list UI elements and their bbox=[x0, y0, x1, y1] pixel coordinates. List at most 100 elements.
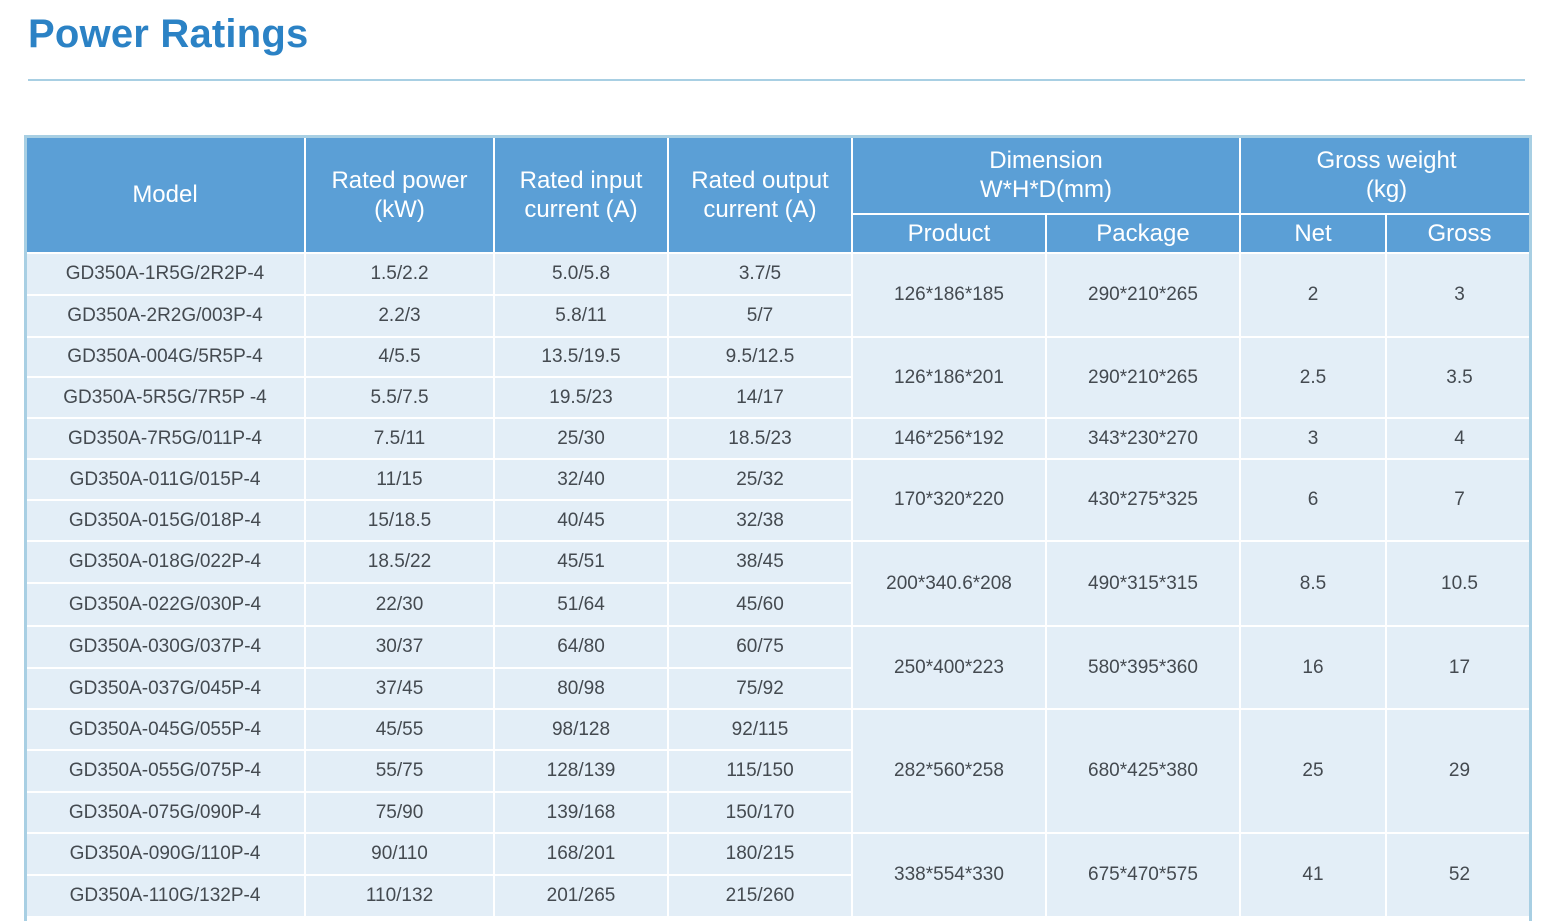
cell-product: 282*560*258 bbox=[851, 708, 1047, 834]
cell-power: 5.5/7.5 bbox=[304, 376, 495, 419]
cell-net: 16 bbox=[1239, 625, 1387, 710]
cell-output: 5/7 bbox=[667, 294, 853, 338]
cell-package: 490*315*315 bbox=[1045, 540, 1241, 627]
cell-input: 51/64 bbox=[493, 582, 669, 627]
cell-model: GD350A-7R5G/011P-4 bbox=[24, 417, 306, 460]
table-row: GD350A-090G/110P-4 90/110 168/201 180/21… bbox=[24, 832, 1534, 918]
table-row: GD350A-1R5G/2R2P-4 1.5/2.2 5.0/5.8 3.7/5… bbox=[24, 252, 1534, 338]
cell-input: 168/201 bbox=[493, 832, 669, 876]
cell-model: GD350A-018G/022P-4 bbox=[24, 540, 306, 584]
cell-power: 75/90 bbox=[304, 791, 495, 834]
cell-input: 64/80 bbox=[493, 625, 669, 669]
header-gross: Gross bbox=[1385, 213, 1534, 254]
cell-gross: 29 bbox=[1385, 708, 1534, 834]
cell-model: GD350A-055G/075P-4 bbox=[24, 749, 306, 793]
cell-model: GD350A-5R5G/7R5P -4 bbox=[24, 376, 306, 419]
cell-model: GD350A-030G/037P-4 bbox=[24, 625, 306, 669]
table-row: GD350A-015G/018P-4 15/18.5 40/45 32/38 bbox=[24, 499, 1533, 542]
header-dimension: Dimension W*H*D(mm) bbox=[851, 135, 1241, 215]
cell-product: 170*320*220 bbox=[851, 458, 1047, 542]
cell-input: 25/30 bbox=[493, 417, 669, 460]
header-weight: Gross weight (kg) bbox=[1239, 135, 1534, 215]
table-row: GD350A-030G/037P-4 30/37 64/80 60/75 250… bbox=[24, 625, 1534, 710]
cell-package: 580*395*360 bbox=[1045, 625, 1241, 710]
cell-input: 5.8/11 bbox=[493, 294, 669, 338]
cell-gross: 17 bbox=[1385, 625, 1534, 710]
header-model: Model bbox=[24, 135, 306, 254]
cell-input: 19.5/23 bbox=[493, 376, 669, 419]
cell-package: 343*230*270 bbox=[1045, 417, 1241, 460]
page-title: Power Ratings bbox=[28, 12, 309, 56]
cell-product: 200*340.6*208 bbox=[851, 540, 1047, 627]
cell-gross: 10.5 bbox=[1385, 540, 1534, 627]
header-rated-output-line1: Rated output bbox=[691, 166, 829, 194]
cell-model: GD350A-090G/110P-4 bbox=[24, 832, 306, 876]
header-rated-output-line2: current (A) bbox=[703, 195, 817, 223]
cell-product: 126*186*185 bbox=[851, 252, 1047, 338]
cell-output: 60/75 bbox=[667, 625, 853, 669]
cell-output: 38/45 bbox=[667, 540, 853, 584]
cell-power: 110/132 bbox=[304, 874, 495, 918]
cell-product: 146*256*192 bbox=[851, 417, 1047, 460]
cell-net: 2 bbox=[1239, 252, 1387, 338]
cell-input: 201/265 bbox=[493, 874, 669, 918]
cell-model: GD350A-037G/045P-4 bbox=[24, 667, 306, 710]
cell-output: 150/170 bbox=[667, 791, 853, 834]
cell-gross: 7 bbox=[1385, 458, 1534, 542]
cell-output: 115/150 bbox=[667, 749, 853, 793]
power-ratings-table: Model Rated power (kW) Rated input current… bbox=[24, 135, 1534, 918]
cell-power: 11/15 bbox=[304, 458, 495, 501]
cell-power: 7.5/11 bbox=[304, 417, 495, 460]
cell-output: 25/32 bbox=[667, 458, 853, 501]
header-dimension-line1: Dimension bbox=[989, 147, 1103, 174]
cell-net: 6 bbox=[1239, 458, 1387, 542]
cell-input: 5.0/5.8 bbox=[493, 252, 669, 296]
header-rated-input-line1: Rated input bbox=[519, 166, 643, 194]
header-weight-line2: (kg) bbox=[1365, 176, 1408, 203]
table-row: GD350A-5R5G/7R5P -4 5.5/7.5 19.5/23 14/1… bbox=[24, 376, 1533, 419]
cell-gross: 3 bbox=[1385, 252, 1534, 338]
cell-power: 15/18.5 bbox=[304, 499, 495, 542]
cell-power: 22/30 bbox=[304, 582, 495, 627]
cell-input: 32/40 bbox=[493, 458, 669, 501]
header-rated-input-line2: current (A) bbox=[524, 195, 638, 223]
cell-power: 2.2/3 bbox=[304, 294, 495, 338]
table-row: GD350A-011G/015P-4 11/15 32/40 25/32 170… bbox=[24, 458, 1534, 542]
table-row: GD350A-7R5G/011P-4 7.5/11 25/30 18.5/23 … bbox=[24, 417, 1534, 460]
cell-output: 9.5/12.5 bbox=[667, 336, 853, 378]
header-rated-output: Rated output current (A) bbox=[667, 135, 853, 254]
cell-model: GD350A-004G/5R5P-4 bbox=[24, 336, 306, 378]
cell-gross: 3.5 bbox=[1385, 336, 1534, 419]
cell-power: 55/75 bbox=[304, 749, 495, 793]
cell-net: 25 bbox=[1239, 708, 1387, 834]
cell-package: 675*470*575 bbox=[1045, 832, 1241, 918]
cell-power: 37/45 bbox=[304, 667, 495, 710]
table-row: GD350A-018G/022P-4 18.5/22 45/51 38/45 2… bbox=[24, 540, 1534, 627]
cell-output: 18.5/23 bbox=[667, 417, 853, 460]
cell-output: 215/260 bbox=[667, 874, 853, 918]
header-rated-power-line2: (kW) bbox=[374, 195, 425, 223]
cell-power: 18.5/22 bbox=[304, 540, 495, 584]
cell-product: 126*186*201 bbox=[851, 336, 1047, 419]
table-row: GD350A-045G/055P-4 45/55 98/128 92/115 2… bbox=[24, 708, 1534, 834]
cell-output: 3.7/5 bbox=[667, 252, 853, 296]
cell-output: 14/17 bbox=[667, 376, 853, 419]
table-row: GD350A-075G/090P-4 75/90 139/168 150/170 bbox=[24, 791, 1533, 834]
cell-input: 80/98 bbox=[493, 667, 669, 710]
cell-model: GD350A-075G/090P-4 bbox=[24, 791, 306, 834]
cell-power: 90/110 bbox=[304, 832, 495, 876]
cell-product: 338*554*330 bbox=[851, 832, 1047, 918]
cell-model: GD350A-045G/055P-4 bbox=[24, 708, 306, 751]
cell-power: 45/55 bbox=[304, 708, 495, 751]
cell-product: 250*400*223 bbox=[851, 625, 1047, 710]
cell-net: 3 bbox=[1239, 417, 1387, 460]
cell-input: 139/168 bbox=[493, 791, 669, 834]
cell-net: 2.5 bbox=[1239, 336, 1387, 419]
header-weight-line1: Gross weight bbox=[1316, 147, 1457, 174]
table-row: GD350A-037G/045P-4 37/45 80/98 75/92 bbox=[24, 667, 1533, 710]
header-net: Net bbox=[1239, 213, 1387, 254]
cell-package: 290*210*265 bbox=[1045, 252, 1241, 338]
cell-net: 8.5 bbox=[1239, 540, 1387, 627]
cell-input: 98/128 bbox=[493, 708, 669, 751]
cell-package: 290*210*265 bbox=[1045, 336, 1241, 419]
